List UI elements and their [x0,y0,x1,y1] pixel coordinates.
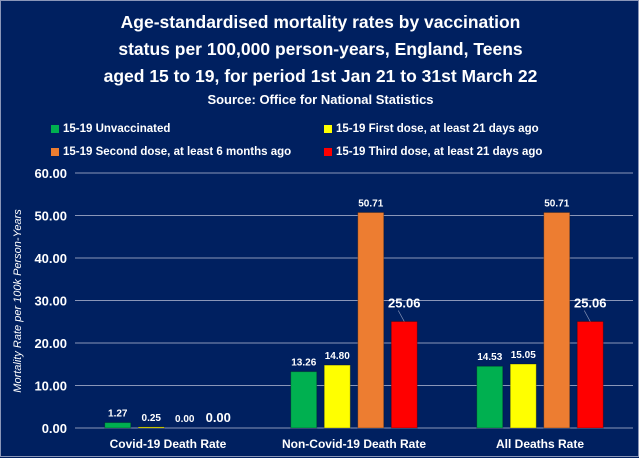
legend-item-second-dose: 15-19 Second dose, at least 6 months ago [51,146,291,158]
legend-label: 15-19 Second dose, at least 6 months ago [63,146,292,158]
data-label: 25.06 [388,295,421,310]
y-tick-label: 20.00 [34,336,67,351]
bar [390,320,418,429]
x-tick-label: All Deaths Rate [496,437,584,451]
data-label-leader [397,310,405,322]
legend-item-first-dose: 15-19 First dose, at least 21 days ago [324,123,539,135]
data-label: 1.27 [108,409,128,420]
chart-title-line: status per 100,000 person-years, England… [118,39,523,59]
data-label: 50.71 [544,198,569,209]
y-tick-label: 60.00 [34,166,67,181]
legend-label: 15-19 Unvaccinated [63,123,171,135]
data-label: 50.71 [358,198,383,209]
x-tick-label: Non-Covid-19 Death Rate [282,437,426,451]
data-label-leader [583,310,591,322]
data-label: 13.26 [291,358,316,369]
bar [357,211,385,429]
legend-swatch [324,125,332,133]
legend-label: 15-19 Third dose, at least 21 days ago [336,146,543,158]
bar [543,211,571,429]
y-tick-label: 0.00 [42,421,67,436]
data-label: 0.00 [206,410,231,425]
data-label: 0.00 [175,414,195,425]
bar [290,371,318,429]
chart-title-line: aged 15 to 19, for period 1st Jan 21 to … [103,66,538,86]
bar [104,422,132,429]
y-tick-label: 10.00 [34,379,67,394]
y-tick-label: 50.00 [34,209,67,224]
legend-item-unvaccinated: 15-19 Unvaccinated [51,123,170,135]
legend-label: 15-19 First dose, at least 21 days ago [336,123,539,135]
legend-swatch [51,125,59,133]
legend-swatch [324,148,332,156]
chart-title-line: Age-standardised mortality rates by vacc… [120,12,521,32]
bar [476,365,504,429]
bar [576,320,604,429]
data-label: 14.53 [477,352,502,363]
chart-subtitle: Source: Office for National Statistics [207,92,434,107]
bar [137,426,165,429]
legend-item-third-dose: 15-19 Third dose, at least 21 days ago [324,146,542,158]
data-label: 25.06 [574,295,607,310]
x-tick-label: Covid-19 Death Rate [110,437,227,451]
bar [323,364,351,429]
bar [509,363,537,429]
data-label: 0.25 [142,413,162,424]
legend-swatch [51,148,59,156]
chart-title: Age-standardised mortality rates by vacc… [1,9,639,90]
y-axis-label: Mortality Rate per 100k Person-Years [12,209,24,393]
y-tick-label: 40.00 [34,251,67,266]
data-label: 15.05 [511,350,536,361]
data-label: 14.80 [325,351,350,362]
y-tick-label: 30.00 [34,294,67,309]
